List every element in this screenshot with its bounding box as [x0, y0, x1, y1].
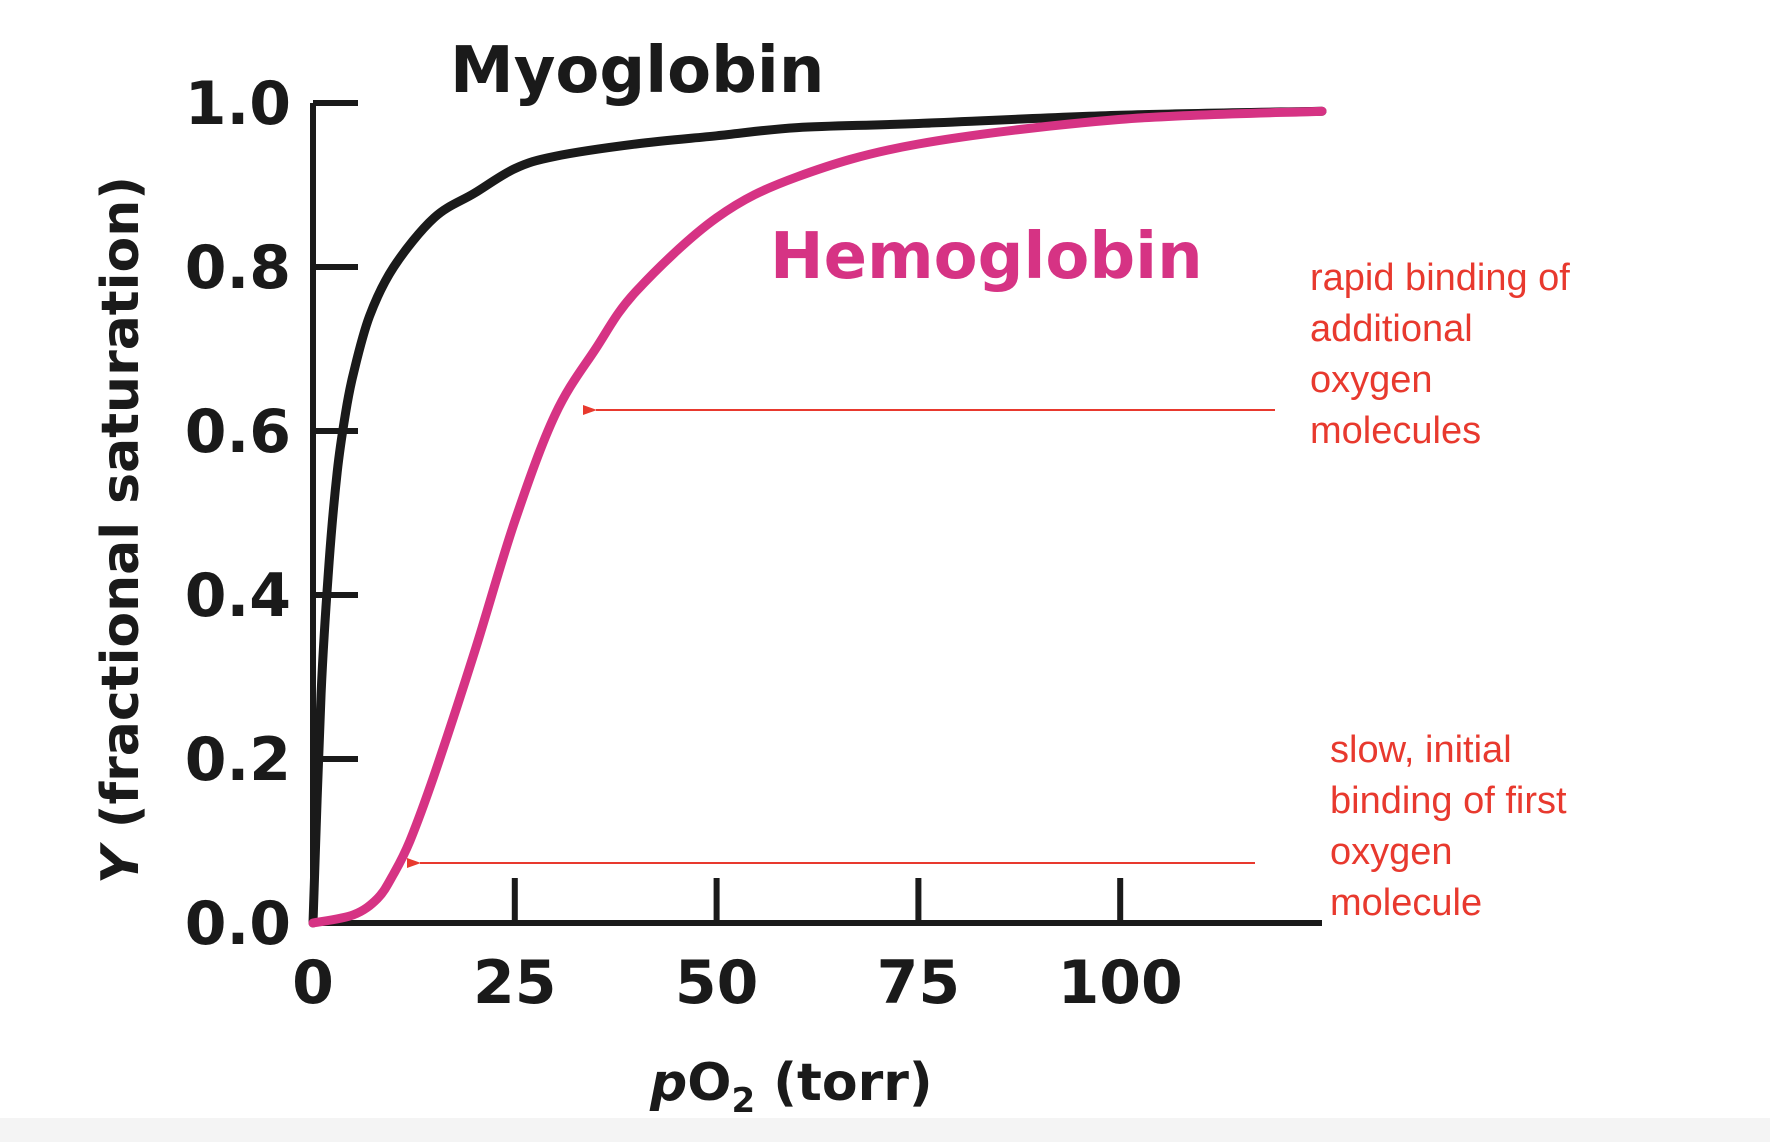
ticks-layer: 0.0 0.2 0.4 0.6 0.8 1.0 0 25 50 75 100: [185, 69, 1183, 1018]
x-axis-title: pO2 (torr): [649, 1053, 933, 1121]
y-tick-label: 0.0: [185, 889, 291, 959]
annotation-rapid-line: oxygen: [1310, 359, 1433, 401]
x-tick-label: 0: [292, 948, 334, 1018]
x-tick-label: 25: [473, 948, 557, 1018]
annotation-rapid-line: additional: [1310, 308, 1473, 350]
annotation-rapid: rapid binding of additional oxygen molec…: [1310, 257, 1580, 452]
series-line-myoglobin: [308, 106, 1327, 928]
annotation-slow-line: oxygen: [1330, 831, 1453, 873]
series-label-myoglobin: Myoglobin: [450, 34, 824, 108]
x-tick-label: 50: [675, 948, 759, 1018]
annotation-rapid-line: rapid binding of: [1310, 257, 1570, 299]
series-label-hemoglobin: Hemoglobin: [770, 220, 1203, 294]
series-line-hemoglobin: [308, 106, 1327, 928]
y-tick-label: 0.6: [185, 397, 291, 467]
annotation-slow-line: molecule: [1330, 882, 1482, 924]
annotation-rapid-line: molecules: [1310, 410, 1481, 452]
bottom-strip: [0, 1118, 1770, 1142]
annotation-slow: slow, initial binding of first oxygen mo…: [1330, 729, 1577, 924]
y-tick-label: 0.4: [185, 561, 291, 631]
series-layer: [308, 106, 1327, 928]
y-tick-label: 0.2: [185, 725, 291, 795]
x-tick-label: 75: [877, 948, 961, 1018]
y-tick-label: 1.0: [185, 69, 291, 139]
x-tick-label: 100: [1058, 948, 1183, 1018]
y-axis-title: Y (fractional saturation): [91, 176, 151, 884]
annotation-slow-line: slow, initial: [1330, 729, 1512, 771]
y-tick-label: 0.8: [185, 233, 291, 303]
annotation-slow-line: binding of first: [1330, 780, 1567, 822]
